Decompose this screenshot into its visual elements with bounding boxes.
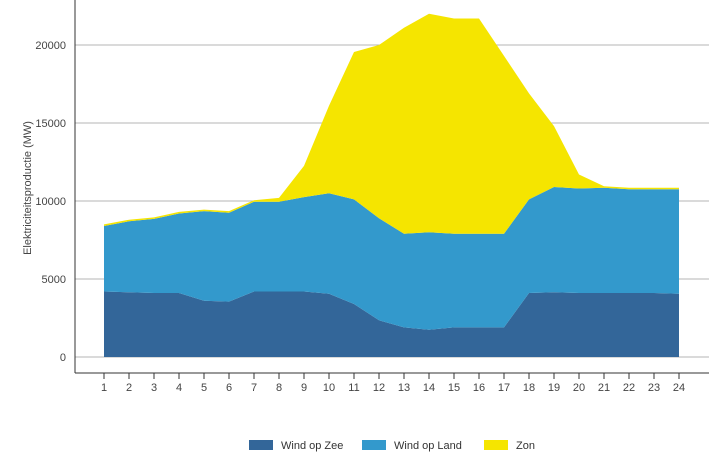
legend-swatch [362,440,386,450]
x-tick-label: 22 [623,382,635,394]
y-tick-label: 5000 [42,274,66,286]
x-tick-label: 13 [398,382,410,394]
x-tick-label: 15 [448,382,460,394]
x-tick-label: 19 [548,382,560,394]
x-tick-label: 10 [323,382,335,394]
y-tick-label: 0 [60,352,66,364]
area-zon [104,13,679,234]
area-series-group [104,13,679,357]
x-tick-label: 9 [301,382,307,394]
legend-item-wind-op-zee: Wind op Zee [249,440,343,452]
x-tick-labels: 1 2 3 4 5 6 7 8 9 10 11 12 13 14 15 16 17 18 19 20 21 22 23 24 [101,373,685,394]
axes [74,0,709,374]
y-tick-labels: 0 5000 10000 15000 20000 [35,40,66,364]
x-tick-label: 8 [276,382,282,394]
legend-label: Wind op Zee [281,440,343,452]
y-tick-label: 15000 [35,118,66,130]
x-tick-label: 2 [126,382,132,394]
x-tick-label: 6 [226,382,232,394]
x-tick-label: 18 [523,382,535,394]
legend-label: Zon [516,440,535,452]
legend-label: Wind op Land [394,440,462,452]
x-tick-label: 16 [473,382,485,394]
x-tick-label: 12 [373,382,385,394]
y-tick-label: 10000 [35,196,66,208]
x-tick-label: 21 [598,382,610,394]
x-tick-label: 1 [101,382,107,394]
x-tick-label: 24 [673,382,685,394]
x-tick-label: 23 [648,382,660,394]
legend-item-zon: Zon [484,440,535,452]
x-tick-label: 14 [423,382,435,394]
x-tick-label: 5 [201,382,207,394]
x-tick-label: 20 [573,382,585,394]
x-tick-label: 7 [251,382,257,394]
y-tick-label: 20000 [35,40,66,52]
legend-swatch [484,440,508,450]
x-tick-label: 11 [348,382,359,394]
legend-item-wind-op-land: Wind op Land [362,440,462,452]
x-tick-label: 17 [498,382,510,394]
area-wind-op-land [104,187,679,330]
x-tick-label: 4 [176,382,182,394]
y-axis-title: Elektriciteitsproductie (MW) [22,121,34,255]
legend: Wind op Zee Wind op Land Zon [249,440,535,452]
legend-swatch [249,440,273,450]
area-wind-op-zee [104,291,679,357]
x-tick-label: 3 [151,382,157,394]
